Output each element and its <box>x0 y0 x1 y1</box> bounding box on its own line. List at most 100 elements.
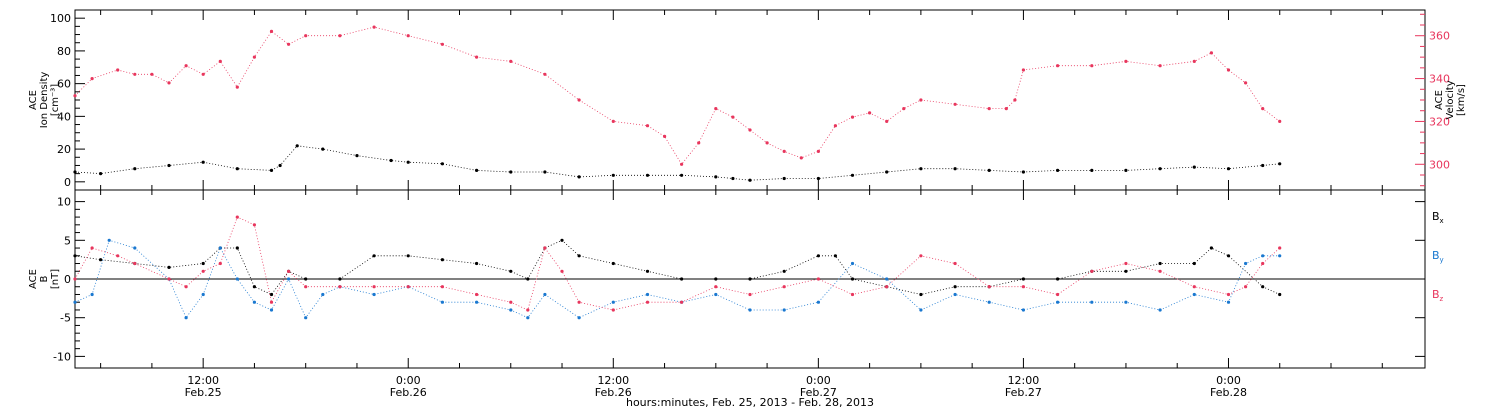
b-y-tick-label: 10 <box>57 196 71 209</box>
legend-bx-name: B <box>1432 210 1440 223</box>
series-density-point <box>731 176 735 181</box>
series-density-point <box>782 176 786 181</box>
series-velocity-point <box>919 98 923 102</box>
series-bz-point <box>1090 269 1094 273</box>
series-velocity-point <box>235 85 239 89</box>
series-by-point <box>1192 292 1196 297</box>
series-density-point <box>850 173 855 177</box>
series-density-point <box>645 173 650 177</box>
series-density-point <box>1278 162 1282 166</box>
x-tick-time-label: 12:00 <box>597 374 629 387</box>
series-density-point <box>355 154 359 158</box>
series-bx-point <box>577 254 581 258</box>
series-bz-point <box>1124 261 1128 266</box>
series-velocity-point <box>475 55 479 59</box>
series-velocity-point <box>90 77 94 81</box>
series-by-point <box>1124 300 1128 304</box>
series-bx-point <box>953 285 957 289</box>
series-bx-point <box>509 269 513 273</box>
series-bz-point <box>338 285 342 289</box>
density-y-tick-label: 100 <box>50 12 71 25</box>
series-bz-point <box>509 300 513 304</box>
series-bx-point <box>680 277 684 281</box>
series-velocity-point <box>663 134 667 138</box>
series-bx-point <box>1124 269 1128 273</box>
series-bx-point <box>919 292 923 297</box>
series-velocity-point <box>252 55 256 59</box>
series-bz-point <box>1278 246 1282 250</box>
density-axis-label-line-1: ACE <box>28 90 39 110</box>
series-bx-point <box>1278 292 1282 297</box>
series-by-point <box>1261 254 1265 258</box>
series-velocity-point <box>885 119 889 123</box>
series-by-point <box>252 300 256 304</box>
top-panel-marks <box>73 25 1282 182</box>
series-velocity-point <box>748 128 752 132</box>
series-velocity-point <box>714 107 718 111</box>
series-velocity-point <box>1209 51 1213 55</box>
series-bx-point <box>714 277 718 281</box>
velocity-y-tick-label: 300 <box>1429 158 1450 171</box>
series-bz-point <box>218 261 222 266</box>
series-bz-trace <box>74 216 1280 311</box>
series-by-point <box>1278 254 1282 258</box>
series-by-point <box>816 300 821 304</box>
series-velocity-point <box>133 72 137 76</box>
bottom-panel-marks <box>73 215 1282 320</box>
series-density-point <box>440 162 444 166</box>
series-density-point <box>1192 165 1196 169</box>
b-y-tick-label: -10 <box>53 350 71 363</box>
series-bz-point <box>73 277 77 281</box>
series-by-point <box>543 292 547 297</box>
series-velocity-point <box>287 42 291 46</box>
series-by-point <box>526 316 530 320</box>
x-tick-time-label: 12:00 <box>1008 374 1040 387</box>
x-axis-title: hours:minutes, Feb. 25, 2013 - Feb. 28, … <box>626 396 874 409</box>
series-bz-point <box>116 254 120 258</box>
series-density-point <box>167 163 171 168</box>
series-by-point <box>919 308 923 312</box>
series-velocity-point <box>645 124 650 128</box>
series-density-point <box>1226 167 1231 171</box>
x-tick-date-label: Feb.28 <box>1210 386 1247 399</box>
series-density-point <box>235 167 239 171</box>
series-velocity-point <box>799 156 803 160</box>
series-by-point <box>269 308 274 312</box>
series-bx-point <box>1226 254 1231 258</box>
series-velocity-point <box>731 115 735 119</box>
series-by-point <box>645 292 650 297</box>
velocity-axis-label-line-3: [km/s] <box>1456 84 1467 116</box>
series-bz-point <box>850 292 855 297</box>
series-by-point <box>218 246 222 250</box>
x-tick-date-label: Feb.25 <box>185 386 222 399</box>
series-velocity-point <box>1124 59 1128 64</box>
series-density-point <box>1261 163 1265 168</box>
series-density-point <box>816 176 821 181</box>
velocity-y-tick-label: 360 <box>1429 30 1450 43</box>
series-by-point <box>287 277 291 281</box>
series-by-point <box>304 316 308 320</box>
series-bx-point <box>1209 246 1213 250</box>
x-tick-time-label: 0:00 <box>806 374 831 387</box>
series-bx-point <box>235 246 239 250</box>
series-bz-point <box>526 308 530 312</box>
b-axis-label-line-2: B <box>39 275 50 282</box>
series-density-point <box>714 175 718 179</box>
x-tick-time-label: 12:00 <box>187 374 219 387</box>
series-by-point <box>133 246 137 250</box>
series-bx-point <box>73 254 77 258</box>
series-by-point <box>1021 308 1025 312</box>
series-bz-point <box>714 285 718 289</box>
series-bx-point <box>440 258 444 262</box>
series-velocity-point <box>868 111 872 115</box>
series-density-point <box>611 173 615 177</box>
density-y-tick-label: 40 <box>57 110 71 123</box>
x-tick-date-label: Feb.27 <box>800 386 837 399</box>
series-bx-trace <box>74 239 1280 295</box>
series-density-point <box>1124 168 1128 172</box>
series-velocity-point <box>372 25 376 29</box>
series-density-trace <box>74 145 1280 181</box>
series-velocity-point <box>509 59 513 64</box>
series-bz-point <box>953 261 957 266</box>
